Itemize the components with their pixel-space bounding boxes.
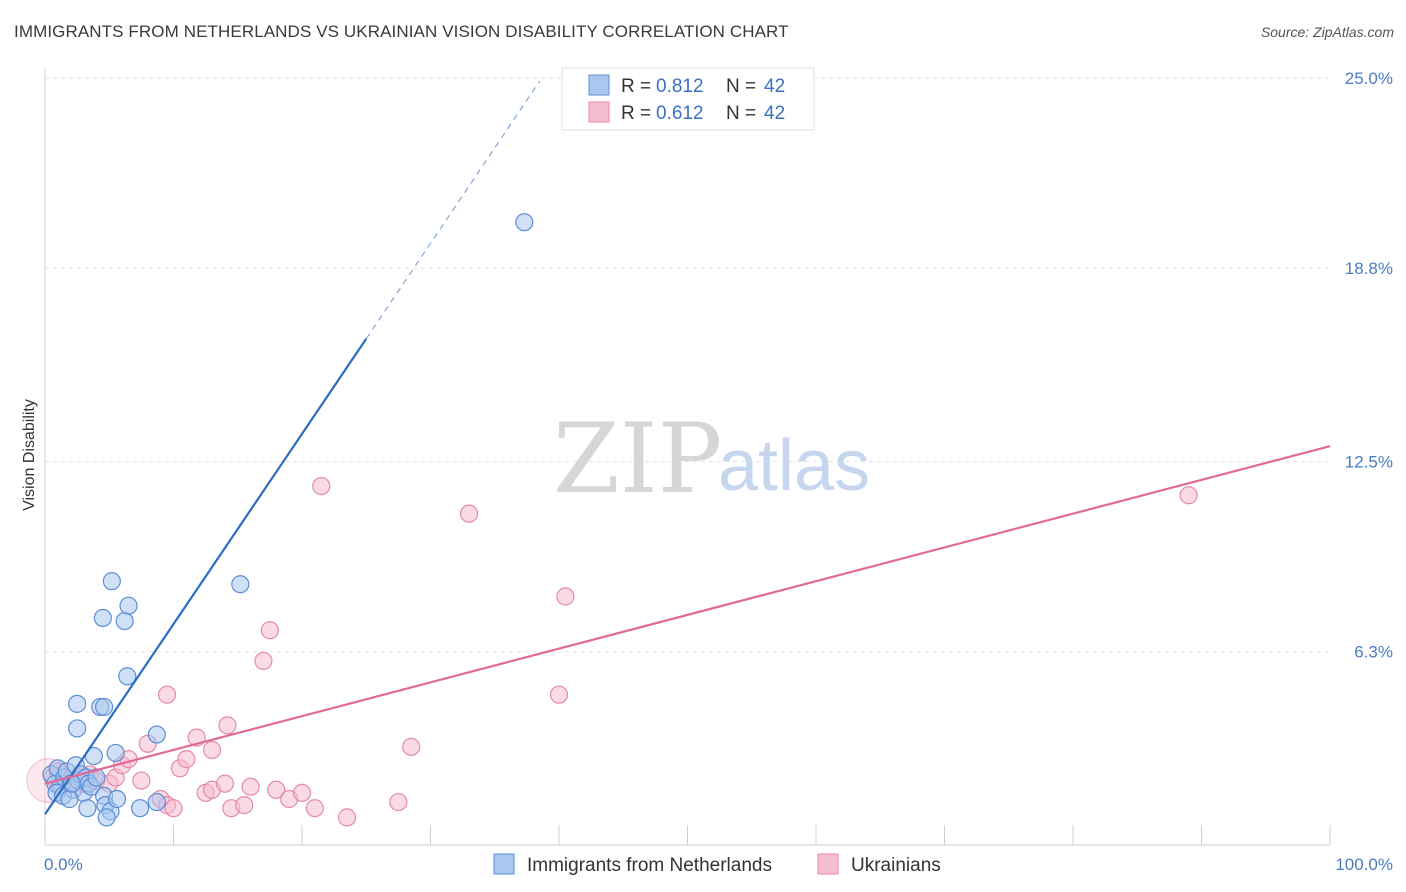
watermark: ZIP atlas: [553, 403, 870, 515]
data-point: [241, 777, 260, 796]
data-point: [260, 621, 279, 640]
data-point: [254, 651, 273, 671]
data-point: [202, 740, 222, 759]
chart-source: Source: ZipAtlas.com: [1260, 24, 1394, 40]
data-point: [106, 743, 125, 763]
data-point: [60, 789, 79, 809]
bottom-legend-swatch-blue: [493, 853, 515, 875]
legend-n-value-blue: 42: [764, 76, 785, 97]
watermark-atlas: atlas: [718, 426, 870, 506]
data-point: [97, 808, 116, 827]
y-tick-label: 6.3%: [1354, 643, 1393, 662]
y-axis-label: Vision Disability: [21, 399, 38, 511]
data-point: [119, 596, 138, 615]
legend-n-label-pink: N =: [726, 103, 756, 124]
data-point: [132, 771, 151, 790]
bottom-legend-label-pink: Ukrainians: [851, 855, 941, 876]
legend-n-label-blue: N =: [726, 76, 756, 97]
trend-line-pink: [44, 445, 1331, 785]
data-point: [68, 694, 87, 713]
grid-lines: 6.3% 12.5% 18.8% 25.0%: [45, 69, 1393, 662]
x-tick-label-max: 100.0%: [1335, 855, 1393, 874]
legend-n-value-pink: 42: [764, 103, 785, 124]
trend-line-blue-extension: [365, 80, 541, 340]
data-point: [157, 685, 177, 704]
data-point: [235, 796, 254, 815]
bottom-legend-swatch-pink: [817, 853, 839, 875]
data-point: [305, 799, 324, 818]
data-point: [215, 774, 234, 793]
data-point: [218, 716, 237, 735]
x-tick-label-min: 0.0%: [44, 855, 83, 874]
y-axis-label-group: Vision Disability: [21, 399, 38, 511]
y-tick-label: 12.5%: [1345, 453, 1393, 472]
data-point: [231, 575, 250, 594]
data-point: [93, 608, 112, 628]
bottom-legend-label-blue: Immigrants from Netherlands: [527, 855, 772, 876]
data-point: [115, 611, 134, 631]
data-point: [549, 685, 569, 704]
data-point: [292, 783, 312, 802]
data-point: [164, 799, 183, 818]
y-tick-label: 18.8%: [1345, 259, 1393, 278]
y-tick-label: 25.0%: [1345, 69, 1393, 88]
data-point: [107, 789, 127, 809]
data-point: [130, 799, 150, 818]
legend-r-label-blue: R =: [621, 76, 651, 97]
axes: 0.0% 100.0%: [44, 68, 1393, 874]
data-point: [556, 587, 575, 606]
data-point: [118, 667, 137, 686]
data-point: [147, 792, 166, 812]
data-point: [78, 799, 97, 818]
data-point: [515, 213, 534, 232]
trend-line-blue: [44, 338, 368, 815]
data-point: [267, 780, 286, 799]
chart-title: IMMIGRANTS FROM NETHERLANDS VS UKRAINIAN…: [14, 22, 789, 41]
watermark-zip: ZIP: [553, 403, 722, 515]
legend-r-value-pink: 0.612: [656, 103, 704, 124]
data-point: [389, 792, 408, 812]
data-point: [102, 572, 121, 591]
legend-swatch-blue: [588, 74, 610, 96]
data-point: [402, 737, 421, 756]
data-point: [1179, 486, 1198, 505]
correlation-legend: R = 0.812 N = 42 R = 0.612 N = 42: [561, 67, 815, 131]
data-point: [459, 504, 479, 523]
legend-r-label-pink: R =: [621, 103, 651, 124]
data-point: [177, 749, 196, 769]
legend-swatch-pink: [588, 101, 610, 123]
data-point: [68, 719, 87, 738]
data-point: [95, 697, 114, 717]
series-immigrants-from-netherlands: [42, 213, 534, 827]
legend-r-value-blue: 0.812: [656, 76, 704, 97]
series-legend: Immigrants from Netherlands Ukrainians: [493, 853, 941, 876]
trend-lines: [44, 80, 1331, 815]
data-point: [312, 476, 331, 496]
data-point: [337, 808, 357, 827]
data-point: [147, 725, 166, 744]
